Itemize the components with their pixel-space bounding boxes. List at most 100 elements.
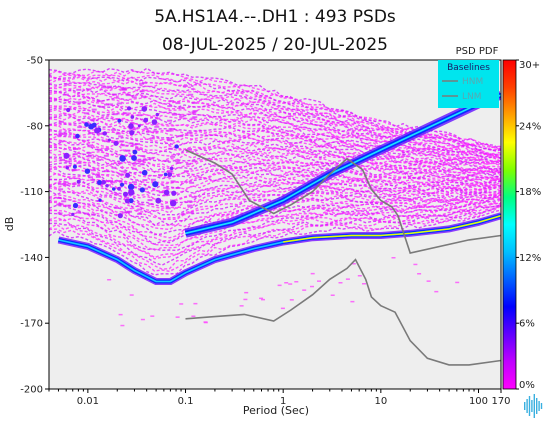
psd-blob <box>174 144 179 149</box>
psd-outlier <box>426 280 431 282</box>
psd-density-cell <box>88 176 93 179</box>
psd-outlier <box>330 294 335 296</box>
psd-density-cell <box>84 212 89 215</box>
psd-density-cell <box>191 111 197 114</box>
psd-outlier <box>294 281 299 283</box>
psd-blob <box>141 106 148 112</box>
psd-density-cell <box>58 120 64 123</box>
psd-density-cell <box>128 142 134 145</box>
psd-density-cell <box>86 88 92 91</box>
psd-blob <box>107 138 111 142</box>
psd-blob <box>132 149 138 155</box>
psd-density-cell <box>104 148 110 150</box>
psd-outlier <box>239 305 244 307</box>
psd-outlier <box>357 275 362 277</box>
psd-density-cell <box>189 181 195 184</box>
psd-density-cell <box>87 144 93 147</box>
psd-density-cell <box>105 180 111 182</box>
psd-curve <box>49 123 501 172</box>
psd-density-cell <box>166 129 172 132</box>
psd-curve <box>49 164 501 192</box>
psd-outlier <box>310 285 314 288</box>
psd-blob <box>94 127 101 134</box>
psd-density-cell <box>98 132 104 135</box>
psd-blob <box>125 172 131 178</box>
psd-density-cell <box>91 108 97 111</box>
psd-blob <box>112 187 116 191</box>
psd-blob <box>170 200 177 207</box>
psd-blob <box>152 181 159 188</box>
psd-blob <box>76 179 81 184</box>
psd-density-cell <box>139 90 145 93</box>
psd-blob <box>97 180 102 185</box>
psd-curve <box>49 78 501 151</box>
psd-density-cell <box>139 159 145 162</box>
psd-density-cell <box>143 127 149 130</box>
psd-blob <box>117 186 121 191</box>
psd-density-cell <box>129 122 135 125</box>
psd-density-cell <box>142 179 148 182</box>
psd-blob <box>117 118 122 123</box>
psd-density-cell <box>178 135 184 138</box>
psd-density-cell <box>65 160 71 163</box>
psd-density-cell <box>56 134 62 137</box>
psd-density-cell <box>76 162 82 165</box>
y-axis-label: dB <box>3 217 16 232</box>
psd-blob <box>66 107 71 113</box>
psd-density-cell <box>137 212 143 215</box>
psd-outlier <box>175 316 180 318</box>
psd-density-cell <box>120 144 126 147</box>
logo-bar <box>538 401 540 411</box>
psd-density-cell <box>134 159 139 162</box>
psd-blob <box>65 166 70 170</box>
psd-density-cell <box>86 155 92 158</box>
psd-outlier <box>317 280 321 282</box>
psd-density-cell <box>167 170 173 172</box>
legend-box <box>438 60 499 108</box>
x-tick-label: 0.1 <box>178 396 194 407</box>
psd-density-cell <box>192 110 198 112</box>
psd-density-cell <box>111 166 117 169</box>
psd-curve <box>49 74 501 150</box>
psd-blob <box>127 106 132 111</box>
psd-blob <box>101 180 106 185</box>
psd-outlier <box>244 291 249 294</box>
psd-blob <box>98 198 102 202</box>
psd-density-cell <box>124 196 130 199</box>
psd-blob <box>130 115 135 119</box>
legend-entry: HNM <box>462 77 483 87</box>
psd-blob <box>155 112 159 117</box>
psd-curve <box>49 118 501 165</box>
baseline-lnm <box>185 258 502 366</box>
psd-outlier <box>120 324 125 327</box>
psd-density-cell <box>155 117 161 120</box>
psd-blob <box>171 190 177 196</box>
psd-blob <box>139 187 145 193</box>
psd-outlier <box>413 263 418 266</box>
psd-blob <box>169 166 174 171</box>
psd-outlier <box>243 298 248 301</box>
psd-outlier <box>289 299 294 301</box>
psd-curve <box>49 91 501 159</box>
psd-density-cell <box>188 93 194 96</box>
psd-density-cell <box>178 106 184 109</box>
psd-outlier <box>203 321 208 323</box>
psd-density-cell <box>108 179 114 182</box>
psd-outlier <box>284 282 289 284</box>
colorbar-tick-label: 18% <box>519 187 541 198</box>
psd-density-cell <box>91 213 96 216</box>
psd-density-cell <box>77 126 83 129</box>
pdf-mode-peak <box>283 215 501 243</box>
psd-density-cell <box>187 204 193 207</box>
psd-density-cell <box>158 191 164 194</box>
psd-density-cell <box>154 125 160 128</box>
psd-curve <box>49 156 501 185</box>
psd-curve <box>49 159 501 187</box>
psd-density-cell <box>140 155 146 157</box>
psd-density-cell <box>96 148 102 151</box>
psd-density-cell <box>61 200 67 203</box>
legend-title: Baselines <box>447 63 490 73</box>
colorbar <box>502 59 517 390</box>
psd-curve <box>49 168 501 197</box>
